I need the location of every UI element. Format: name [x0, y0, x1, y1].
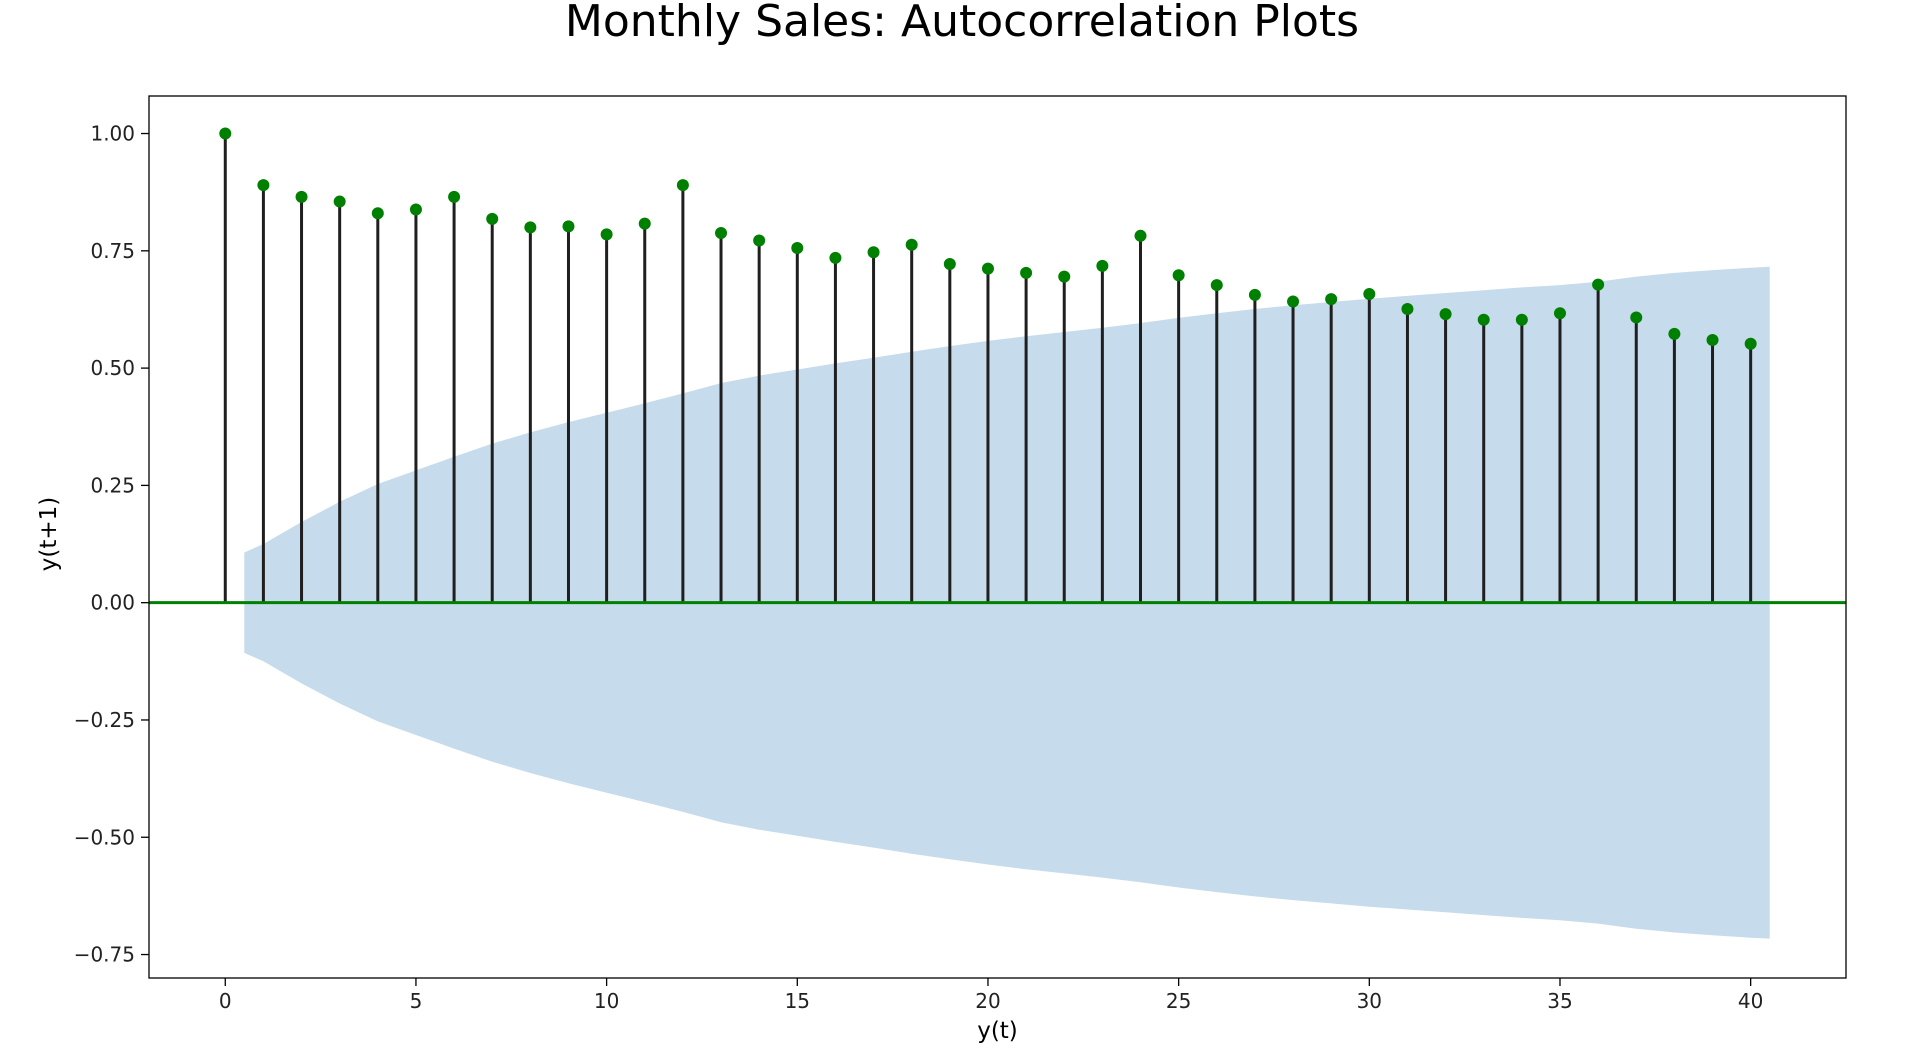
acf-point [1325, 293, 1338, 306]
acf-point [1744, 337, 1757, 350]
acf-point [295, 190, 308, 203]
acf-point [1210, 279, 1223, 292]
acf-point [600, 228, 613, 241]
x-tick-label: 25 [1166, 989, 1191, 1013]
acf-point [829, 251, 842, 264]
acf-point [1172, 269, 1185, 282]
acf-point [791, 242, 804, 255]
acf-point [524, 221, 537, 234]
acf-point [333, 195, 346, 208]
y-tick-label: −0.75 [74, 943, 135, 967]
acf-point [1096, 259, 1109, 272]
acf-point [1248, 288, 1261, 301]
acf-point [1287, 295, 1300, 308]
acf-point [1020, 266, 1033, 279]
acf-point [219, 127, 232, 140]
acf-point [371, 207, 384, 220]
y-tick-label: 0.00 [90, 591, 135, 615]
x-tick-label: 40 [1738, 989, 1763, 1013]
acf-point [638, 217, 651, 230]
acf-point [1553, 307, 1566, 320]
acf-point [1592, 278, 1605, 291]
acf-point [1477, 313, 1490, 326]
x-tick-label: 30 [1357, 989, 1382, 1013]
acf-point [715, 226, 728, 239]
acf-point [676, 179, 689, 192]
acf-point [981, 262, 994, 275]
x-tick-label: 5 [410, 989, 423, 1013]
acf-point [867, 246, 880, 259]
y-tick-label: −0.50 [74, 825, 135, 849]
x-tick-label: 20 [975, 989, 1000, 1013]
y-tick-label: 0.25 [90, 473, 135, 497]
acf-point [448, 190, 461, 203]
chart-title: Monthly Sales: Autocorrelation Plots [564, 0, 1360, 47]
acf-point [409, 203, 422, 216]
x-tick-label: 15 [785, 989, 810, 1013]
x-tick-label: 0 [219, 989, 232, 1013]
acf-point [1134, 229, 1147, 242]
x-tick-label: 10 [594, 989, 619, 1013]
plot-frame [148, 95, 1847, 979]
x-tick-label: 35 [1547, 989, 1572, 1013]
x-axis-label: y(t) [977, 1018, 1018, 1044]
acf-point [1668, 327, 1681, 340]
y-tick-label: 0.75 [90, 239, 135, 263]
acf-point [1058, 270, 1071, 283]
y-tick-label: −0.25 [74, 708, 135, 732]
acf-point [562, 220, 575, 233]
y-tick-label: 0.50 [90, 356, 135, 380]
y-tick-label: 1.00 [90, 122, 135, 146]
y-axis-label: y(t+1) [36, 497, 62, 571]
acf-point [905, 238, 918, 251]
acf-point [257, 179, 270, 192]
acf-point [1515, 313, 1528, 326]
acf-point [1706, 333, 1719, 346]
acf-point [943, 257, 956, 270]
acf-point [1630, 311, 1643, 324]
acf-point [486, 212, 499, 225]
acf-point [1401, 302, 1414, 315]
acf-point [753, 234, 766, 247]
acf-point [1439, 308, 1452, 321]
acf-point [1363, 287, 1376, 300]
